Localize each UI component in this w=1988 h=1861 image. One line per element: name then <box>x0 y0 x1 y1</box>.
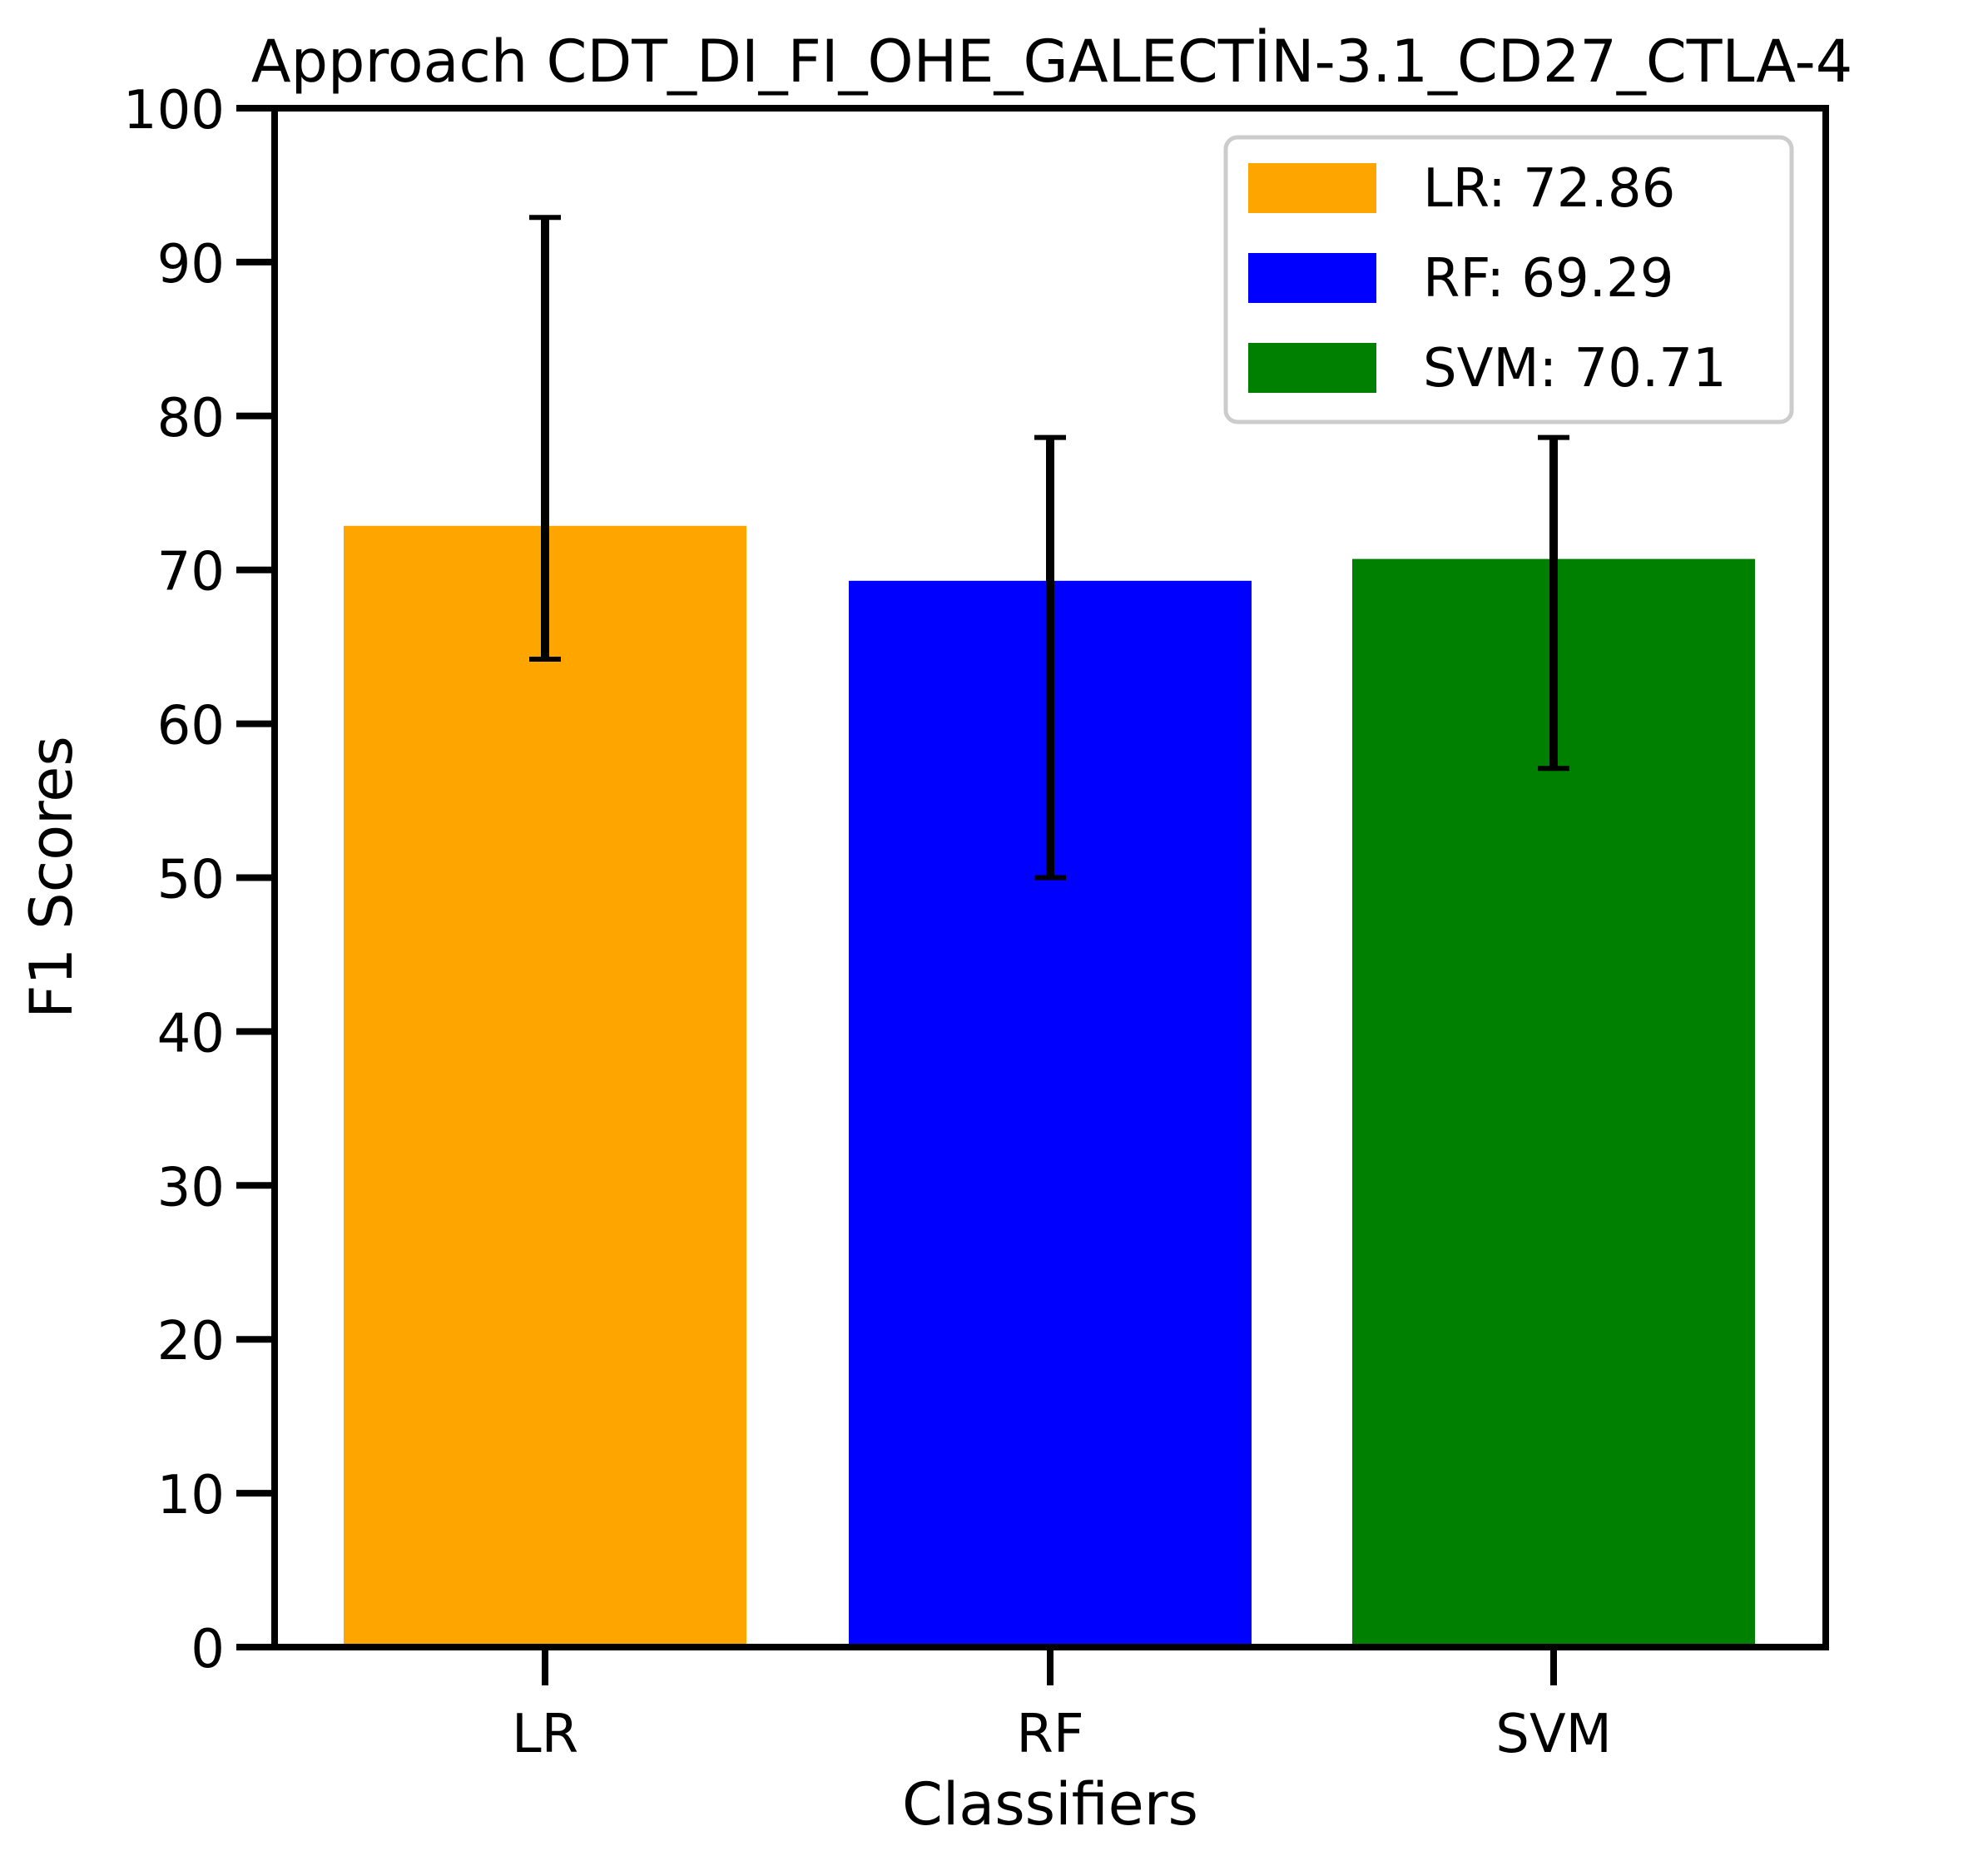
y-tick-label: 90 <box>157 234 225 295</box>
legend-swatch-svm <box>1248 343 1376 393</box>
legend-label-svm: SVM: 70.71 <box>1423 338 1727 399</box>
y-tick-label: 20 <box>157 1311 225 1372</box>
y-tick-label: 40 <box>157 1003 225 1064</box>
x-tick-label-lr: LR <box>512 1704 578 1765</box>
error-bars-layer <box>529 215 1569 881</box>
legend: LR: 72.86 RF: 69.29 SVM: 70.71 <box>1223 135 1794 424</box>
y-tick-label: 10 <box>157 1465 225 1526</box>
y-axis: 0 10 20 30 40 50 60 70 80 90 100 <box>123 80 275 1680</box>
y-axis-title: F1 Scores <box>17 736 86 1019</box>
bar-lr <box>344 525 746 1647</box>
x-axis-title: Classifiers <box>902 1770 1198 1839</box>
y-tick-label: 80 <box>157 388 225 449</box>
y-tick-label: 100 <box>123 80 225 141</box>
x-tick-label-svm: SVM <box>1495 1704 1612 1765</box>
y-tick-label: 70 <box>157 542 225 603</box>
x-tick-label-rf: RF <box>1016 1704 1083 1765</box>
chart-title: Approach CDT_DI_FI_OHE_GALECTİN-3.1_CD27… <box>251 27 1853 96</box>
legend-label-lr: LR: 72.86 <box>1423 158 1675 220</box>
y-tick-label: 30 <box>157 1157 225 1218</box>
y-tick-label: 60 <box>157 696 225 757</box>
legend-swatch-lr <box>1248 163 1376 213</box>
legend-label-rf: RF: 69.29 <box>1423 248 1673 310</box>
legend-swatch-rf <box>1248 253 1376 303</box>
x-axis: LR RF SVM <box>512 1647 1612 1765</box>
y-tick-label: 0 <box>191 1619 225 1680</box>
y-tick-label: 50 <box>157 850 225 911</box>
